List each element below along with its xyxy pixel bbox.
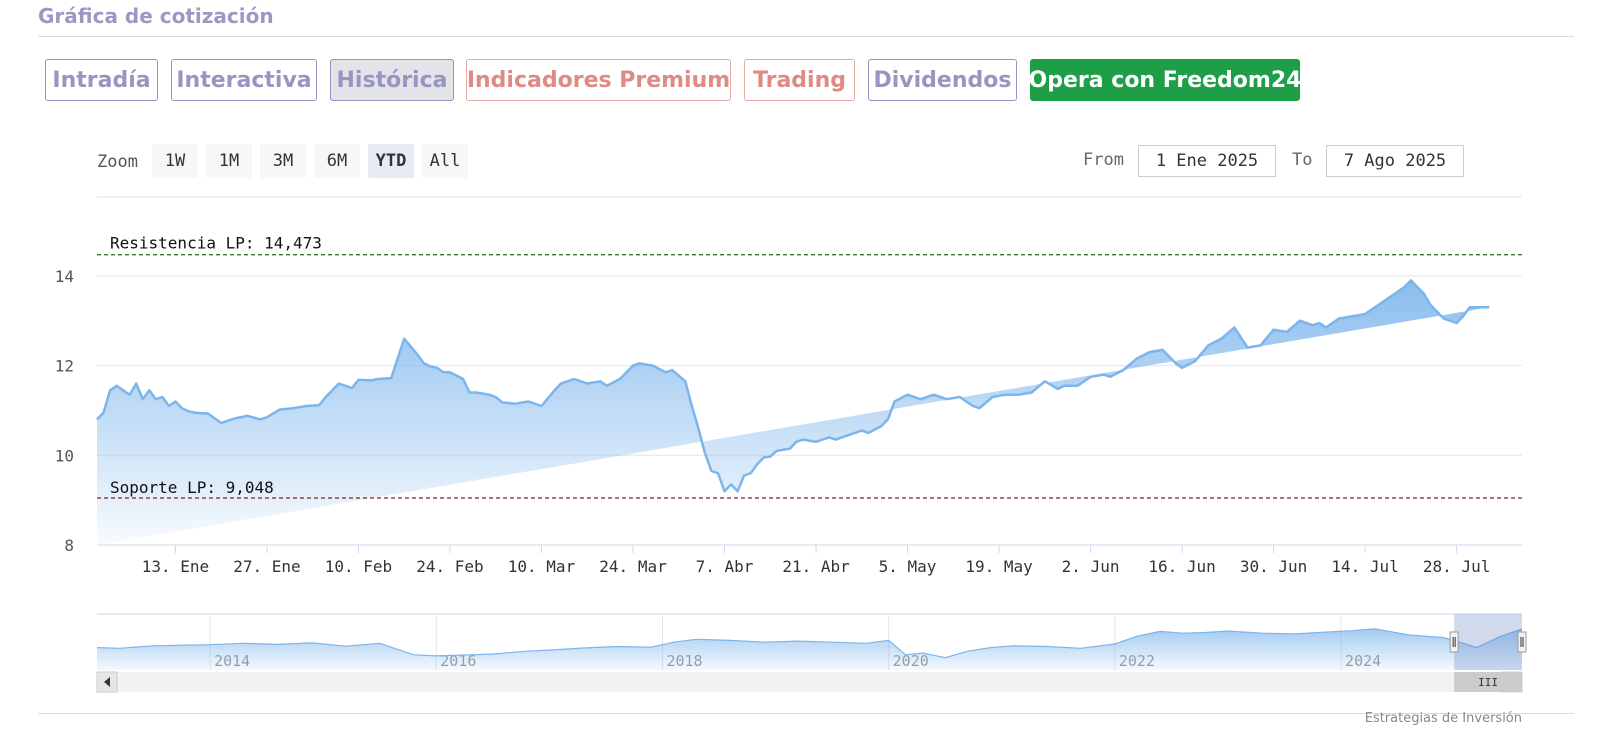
grip-icon: III xyxy=(1478,676,1498,689)
x-tick-label: 14. Jul xyxy=(1331,557,1398,576)
x-tick-label: 2. Jun xyxy=(1062,557,1120,576)
navigator[interactable]: 201420162018202020222024 xyxy=(96,613,1527,670)
x-tick-label: 27. Ene xyxy=(233,557,300,576)
scrollbar-thumb[interactable] xyxy=(1454,672,1522,692)
from-date-input[interactable]: 1 Ene 2025 xyxy=(1138,145,1276,177)
zoom-all-button[interactable]: All xyxy=(422,144,468,178)
credit-text: Estrategias de Inversión xyxy=(1364,711,1522,726)
zoom-ytd-button[interactable]: YTD xyxy=(368,144,414,178)
zoom-3m-button[interactable]: 3M xyxy=(260,144,306,178)
x-tick-label: 5. May xyxy=(879,557,937,576)
arrow-left-icon xyxy=(104,677,110,687)
tab-dividendos[interactable]: Dividendos xyxy=(868,59,1017,101)
navigator-area xyxy=(97,628,1522,670)
x-tick-label: 7. Abr xyxy=(696,557,754,576)
x-tick-label: 24. Feb xyxy=(416,557,483,576)
price-series xyxy=(96,279,1490,545)
x-tick-label: 10. Mar xyxy=(508,557,576,576)
x-tick-label: 21. Abr xyxy=(782,557,850,576)
to-date-input[interactable]: 7 Ago 2025 xyxy=(1326,145,1464,177)
x-tick-label: 10. Feb xyxy=(325,557,392,576)
zoom-6m-button[interactable]: 6M xyxy=(314,144,360,178)
footer-divider xyxy=(38,713,1574,714)
zoom-label: Zoom xyxy=(97,152,138,172)
price-line xyxy=(96,279,1490,493)
navigator-right-handle[interactable] xyxy=(1517,631,1527,653)
x-tick-label: 28. Jul xyxy=(1423,557,1490,576)
navigator-selection-mask xyxy=(1454,614,1522,670)
price-area-fill xyxy=(97,280,1490,545)
support-resistance-levels: Resistencia LP: 14,473 Soporte LP: 9,048 xyxy=(97,234,1522,499)
x-tick-label: 13. Ene xyxy=(142,557,209,576)
tab-interactiva[interactable]: Interactiva xyxy=(171,59,317,101)
tab-trading[interactable]: Trading xyxy=(744,59,855,101)
y-tick-label: 12 xyxy=(55,357,74,376)
from-label: From xyxy=(1083,150,1124,170)
zoom-1w-button[interactable]: 1W xyxy=(152,144,198,178)
navigator-line xyxy=(96,628,1523,659)
y-tick-label: 14 xyxy=(55,267,74,286)
section-title: Gráfica de cotización xyxy=(38,4,274,28)
tab-intradia[interactable]: Intradía xyxy=(45,59,158,101)
tab-indicadores-premium[interactable]: Indicadores Premium xyxy=(466,59,731,101)
navigator-left-handle[interactable] xyxy=(1449,631,1459,653)
resistance-label: Resistencia LP: 14,473 xyxy=(110,234,322,253)
y-axis: 8 10 12 14 xyxy=(55,267,74,555)
y-tick-label: 10 xyxy=(55,446,74,465)
tab-historica[interactable]: Histórica xyxy=(330,59,454,101)
scrollbar[interactable]: III xyxy=(96,671,1523,693)
header-divider xyxy=(38,36,1574,37)
zoom-1m-button[interactable]: 1M xyxy=(206,144,252,178)
tab-opera-freedom24[interactable]: Opera con Freedom24 xyxy=(1029,59,1301,101)
support-label: Soporte LP: 9,048 xyxy=(110,478,274,497)
y-tick-label: 8 xyxy=(64,536,74,555)
scrollbar-track[interactable] xyxy=(97,672,1522,692)
x-tick-label: 24. Mar xyxy=(599,557,667,576)
x-tick-label: 16. Jun xyxy=(1148,557,1215,576)
to-label: To xyxy=(1292,150,1313,170)
x-axis: 13. Ene 27. Ene 10. Feb 24. Feb 10. Mar 24. M… xyxy=(97,544,1522,576)
x-tick-label: 30. Jun xyxy=(1240,557,1307,576)
x-tick-label: 19. May xyxy=(965,557,1033,576)
